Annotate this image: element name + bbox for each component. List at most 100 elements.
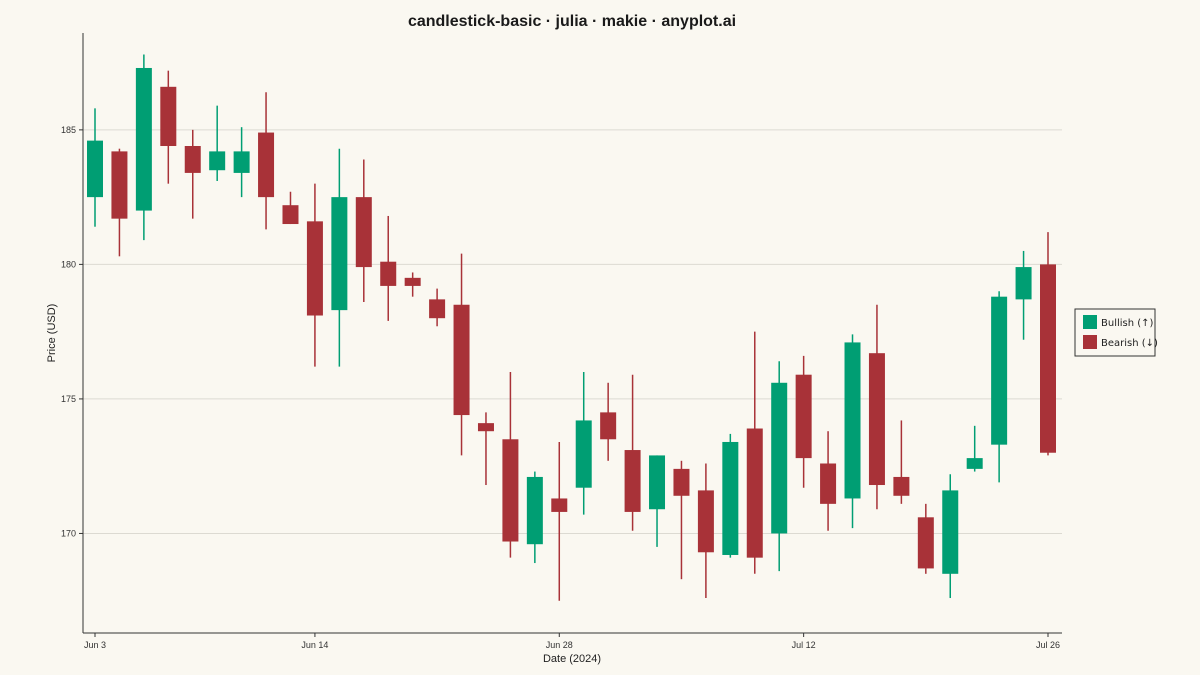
candle <box>697 463 714 599</box>
candle <box>233 127 250 198</box>
y-tick-label: 185 <box>61 125 76 135</box>
candle <box>160 70 177 184</box>
candle <box>868 304 885 510</box>
candle <box>820 431 837 531</box>
candle-body <box>697 490 714 553</box>
candle-body <box>600 412 617 440</box>
legend-label-bearish: Bearish (↓) <box>1101 338 1158 349</box>
candle <box>258 92 275 230</box>
candle-body <box>1015 267 1032 300</box>
candle <box>600 382 617 461</box>
candle <box>453 253 470 456</box>
candle-body <box>966 458 983 469</box>
candle-body <box>844 342 861 499</box>
candle <box>942 474 959 599</box>
candle-body <box>551 498 568 512</box>
candle-body <box>526 476 543 545</box>
candle <box>1040 232 1056 456</box>
candle-body <box>868 353 885 486</box>
candle <box>404 272 421 297</box>
candle-body <box>453 304 470 416</box>
candle-body <box>160 86 177 147</box>
candles-layer <box>87 54 1056 601</box>
candle <box>746 331 763 574</box>
legend-swatch-bullish <box>1083 315 1097 329</box>
candle-body <box>111 151 128 219</box>
candle <box>624 374 641 531</box>
candle-body <box>135 67 152 211</box>
candle <box>111 148 128 257</box>
legend: Bullish (↑) Bearish (↓) <box>1074 308 1158 357</box>
candle-body <box>820 463 837 504</box>
candle <box>771 361 788 572</box>
candle-body <box>795 374 812 459</box>
candle <box>893 420 910 504</box>
candle <box>184 129 201 219</box>
candle-body <box>746 428 763 558</box>
candle <box>526 471 543 564</box>
candle-body <box>331 197 348 311</box>
candle <box>306 183 323 367</box>
candle <box>209 105 226 181</box>
candle-body <box>306 221 323 316</box>
x-axis-label: Date (2024) <box>543 653 601 665</box>
candle-body <box>917 517 934 569</box>
candle <box>551 441 568 601</box>
candle <box>991 291 1008 483</box>
candle-body <box>404 277 421 286</box>
candle-body <box>429 299 446 319</box>
candle-body <box>209 151 226 171</box>
y-tick-label: 170 <box>61 528 76 538</box>
candle-body <box>722 441 739 555</box>
candle-body <box>893 476 910 496</box>
candle-body <box>1040 264 1056 453</box>
candle-body <box>184 146 201 173</box>
candle-body <box>233 151 250 173</box>
candle-body <box>380 261 397 286</box>
x-tick-label: Jun 14 <box>301 640 328 650</box>
candle-body <box>624 450 641 512</box>
chart-title: candlestick-basic · julia · makie · anyp… <box>408 13 736 30</box>
candle <box>87 108 103 227</box>
candle-body <box>502 439 519 542</box>
candle <box>575 372 592 515</box>
candle-body <box>282 205 299 225</box>
candle-body <box>477 423 494 432</box>
candle <box>649 455 666 547</box>
candle-body <box>87 140 103 198</box>
candle <box>722 433 739 558</box>
x-tick-label: Jun 28 <box>546 640 573 650</box>
candle <box>673 460 690 580</box>
candle <box>502 372 519 558</box>
candle <box>477 412 494 486</box>
gridlines <box>83 129 1062 534</box>
candle <box>135 54 152 241</box>
candle <box>355 159 372 303</box>
candle <box>380 215 397 321</box>
candle <box>917 503 934 574</box>
candle-body <box>942 490 959 574</box>
candle <box>795 355 812 488</box>
candle-body <box>355 197 372 268</box>
x-tick-label: Jul 12 <box>792 640 816 650</box>
candle-body <box>673 468 690 496</box>
candle <box>282 191 299 225</box>
candle <box>429 288 446 327</box>
x-tick-label: Jul 26 <box>1036 640 1060 650</box>
y-axis-ticks: 170 175 180 185 <box>61 125 83 538</box>
candle-body <box>575 420 592 488</box>
legend-label-bullish: Bullish (↑) <box>1101 318 1154 329</box>
candle <box>844 334 861 529</box>
candle-body <box>991 296 1008 445</box>
y-tick-label: 175 <box>61 394 76 404</box>
candle <box>966 425 983 472</box>
x-axis-ticks: Jun 3 Jun 14 Jun 28 Jul 12 Jul 26 <box>84 633 1060 650</box>
candle-body <box>649 455 666 510</box>
y-tick-label: 180 <box>61 259 76 269</box>
legend-swatch-bearish <box>1083 335 1097 349</box>
y-axis-label: Price (USD) <box>46 304 58 363</box>
candle-body <box>771 382 788 534</box>
candle <box>331 148 348 367</box>
x-tick-label: Jun 3 <box>84 640 106 650</box>
